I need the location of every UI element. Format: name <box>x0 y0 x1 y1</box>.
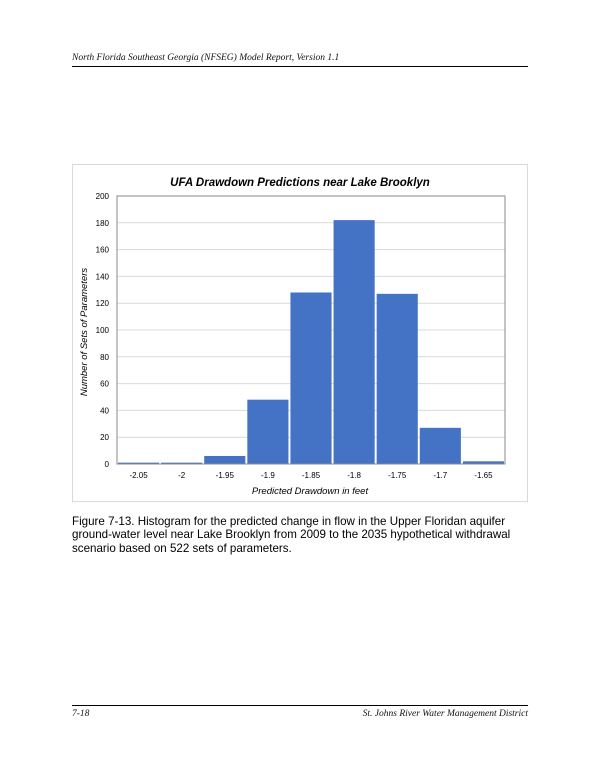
y-tick-label: 200 <box>96 192 110 201</box>
y-tick-label: 120 <box>96 299 110 308</box>
histogram-bar <box>118 462 160 464</box>
y-tick-label: 80 <box>100 353 109 362</box>
y-axis-title: Number of Sets of Parameters <box>79 268 90 397</box>
histogram-svg: UFA Drawdown Predictions near Lake Brook… <box>79 177 506 497</box>
x-axis-title: Predicted Drawdown in feet <box>252 486 369 497</box>
page-header-title: North Florida Southeast Georgia (NFSEG) … <box>72 53 340 63</box>
histogram-bar <box>376 293 418 464</box>
histogram-bar <box>333 220 375 464</box>
bars <box>118 220 504 464</box>
y-tick-label: 160 <box>96 246 110 255</box>
y-tick-label: 140 <box>96 272 110 281</box>
histogram-bar <box>290 292 332 464</box>
histogram-bar <box>419 427 461 464</box>
y-tick-label: 180 <box>96 219 110 228</box>
histogram-bar <box>161 462 203 464</box>
x-tick-label: -1.95 <box>216 471 235 480</box>
x-tick-label: -1.7 <box>433 471 447 480</box>
y-tick-label: 60 <box>100 380 109 389</box>
footer-rule <box>72 705 528 706</box>
histogram-bar <box>462 461 504 464</box>
x-tick-labels: -2.05 -2 -1.95 -1.9 -1.85 -1.8 -1.75 -1.7 -1.65 <box>129 471 493 480</box>
y-tick-labels: 0 20 40 60 80 100 120 140 160 180 200 <box>96 192 110 469</box>
x-tick-label: -2.05 <box>129 471 148 480</box>
histogram-chart: UFA Drawdown Predictions near Lake Brook… <box>72 164 528 502</box>
figure-caption: Figure 7-13. Histogram for the predicted… <box>72 515 511 555</box>
x-tick-label: -1.65 <box>474 471 493 480</box>
x-tick-label: -1.85 <box>302 471 321 480</box>
plot-area-border <box>116 195 506 465</box>
y-tick-label: 100 <box>96 326 110 335</box>
histogram-bar <box>204 455 246 464</box>
x-tick-label: -1.75 <box>388 471 407 480</box>
x-tick-label: -1.8 <box>347 471 361 480</box>
x-tick-label: -2 <box>178 471 186 480</box>
footer-organization: St. Johns River Water Management Distric… <box>362 709 528 719</box>
histogram-bar <box>247 399 289 464</box>
y-tick-label: 20 <box>100 433 109 442</box>
header-rule <box>72 66 528 67</box>
x-tick-label: -1.9 <box>261 471 275 480</box>
page-number: 7-18 <box>72 709 90 719</box>
y-tick-label: 40 <box>100 406 109 415</box>
chart-title: UFA Drawdown Predictions near Lake Brook… <box>170 177 430 189</box>
y-tick-label: 0 <box>105 460 110 469</box>
